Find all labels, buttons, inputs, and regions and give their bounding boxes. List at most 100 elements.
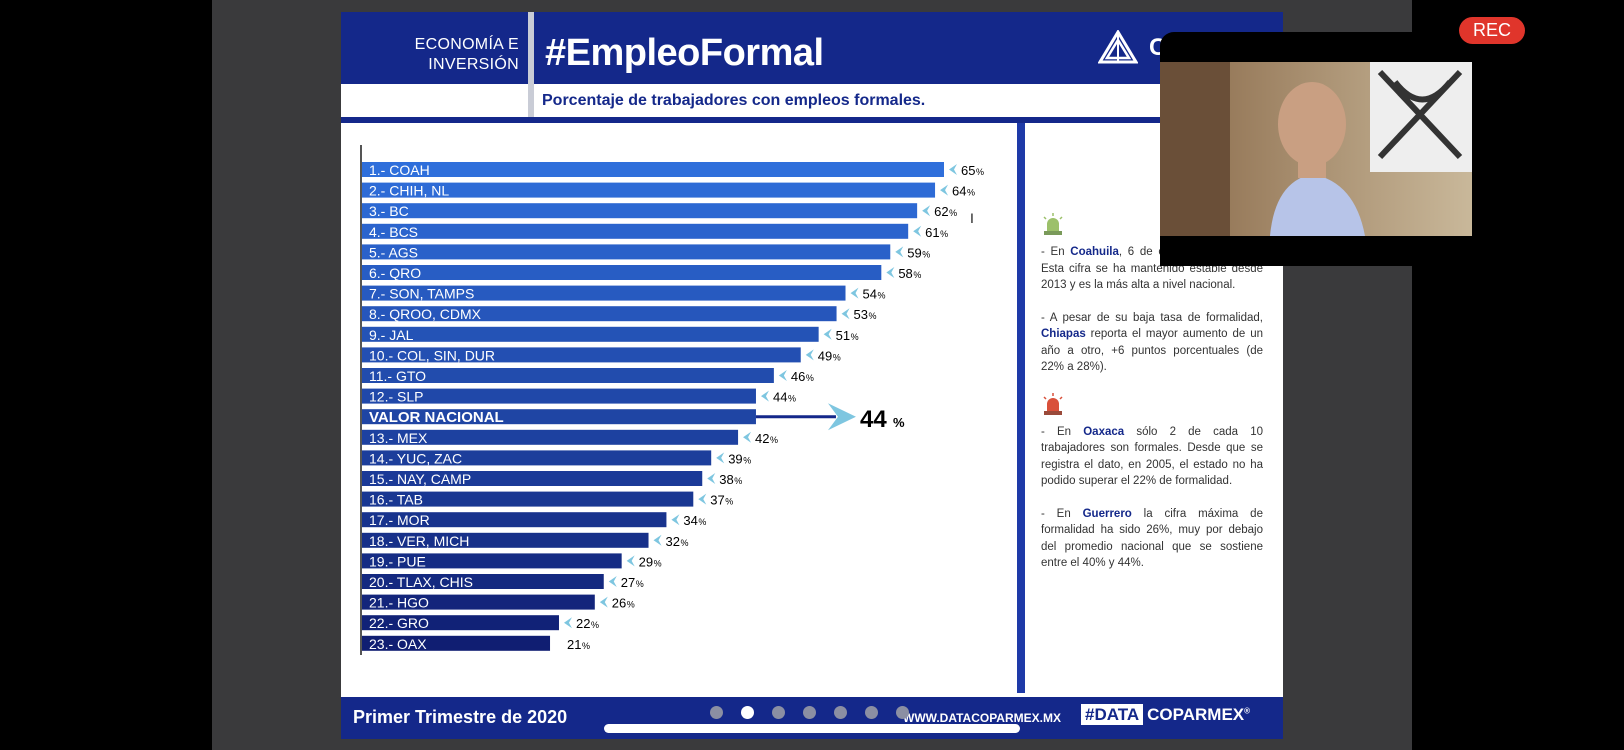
bar-category-label: 20.- TLAX, CHIS [369,574,473,590]
value-marker-icon [707,473,716,484]
footer-brand-hash: #DATA [1081,704,1144,725]
value-marker-icon [760,390,769,402]
bar [362,635,551,651]
bar-value-suffix: % [636,579,644,589]
bar-category-label: VALOR NACIONAL [369,409,504,426]
bar [362,326,819,342]
footer-url: WWW.DATACOPARMEX.MX [903,711,1061,725]
value-marker-icon [743,431,752,443]
pager-dot[interactable] [896,706,909,719]
bar-value-suffix: % [770,435,778,445]
bar-value-label: 61 [925,225,939,240]
bar [362,512,667,528]
recording-badge: REC [1459,17,1525,44]
pager-dot[interactable] [741,706,754,719]
bar [362,388,756,404]
bar [362,429,739,445]
value-marker-icon [563,617,572,629]
section-label: ECONOMÍA E INVERSIÓN [381,35,519,75]
bar-value-suffix: % [654,558,662,568]
bar-value-label: 49 [818,348,832,363]
bar-category-label: 19.- PUE [369,553,426,569]
bar-category-label: 22.- GRO [369,615,429,631]
bar-category-label: 16.- TAB [369,492,423,508]
video-progress-bar[interactable] [604,724,1020,733]
national-value-label: 44 [860,406,887,433]
footer-period: Primer Trimestre de 2020 [353,707,568,727]
bar-valor-nacional [362,409,756,425]
value-marker-icon [823,328,832,340]
bar [362,615,559,631]
bar-value-suffix: % [833,352,841,362]
bar-category-label: 13.- MEX [369,430,428,446]
bar [362,285,846,301]
bar-category-label: 21.- HGO [369,595,429,611]
pager-dot[interactable] [803,706,816,719]
pager-dot[interactable] [710,706,723,719]
bar-value-suffix: % [940,229,948,239]
bar-value-suffix: % [734,476,742,486]
bar-value-label: 27 [621,575,635,590]
value-marker-icon [940,184,949,196]
value-marker-icon [886,267,895,278]
bar [362,244,891,260]
bar-value-suffix: % [851,332,859,342]
bar-category-label: 23.- OAX [369,636,427,652]
footer-brand: #DATA COPARMEX® [1081,704,1250,725]
green-alert-light-icon [1043,213,1063,235]
commentary-guerrero: - En Guerrero la cifra máxima de formali… [1041,507,1263,570]
coparmex-logo-icon [1098,30,1138,64]
bar [362,203,918,219]
pager-dot[interactable] [865,706,878,719]
bar-value-label: 37 [710,493,724,508]
bar-value-label: 54 [863,287,877,302]
bar-category-label: 12.- SLP [369,389,423,405]
bar-value-label: 38 [719,472,733,487]
section-label-line-1: ECONOMÍA E [414,36,519,53]
bar-value-label: 46 [791,369,805,384]
bar-value-suffix: % [949,208,957,218]
slide-subtitle: Porcentaje de trabajadores con empleos f… [542,92,926,109]
bar-category-label: 17.- MOR [369,512,430,528]
bar-category-label: 18.- VER, MICH [369,533,469,549]
value-marker-icon [778,370,787,381]
value-marker-icon [671,514,680,526]
bar [362,553,622,569]
participant-video-feed[interactable] [1160,62,1472,236]
bar [362,450,712,466]
bar-category-label: 2.- CHIH, NL [369,183,449,199]
text-cursor-icon: I [970,210,974,226]
bar-value-suffix: % [922,249,930,259]
bar-chart: 1.- COAH 65 % 2.- CHIH, NL 64 % 3.- BC 62 % 4.- B… [360,145,984,655]
pager-dot[interactable] [772,706,785,719]
bar-category-label: 7.- SON, TAMPS [369,286,474,302]
bar-value-suffix: % [967,188,975,198]
bar [362,182,936,198]
bar-value-label: 53 [854,307,868,322]
commentary-oaxaca: - En Oaxaca sólo 2 de cada 10 trabajador… [1041,425,1263,488]
bar-value-suffix: % [725,497,733,507]
bar-value-label: 39 [728,451,742,466]
slide-pager [710,706,909,720]
pager-dot[interactable] [834,706,847,719]
bar-value-label: 26 [612,596,626,611]
bar-value-label: 34 [683,513,697,528]
value-marker-icon [841,308,850,320]
header-underline [341,117,1283,123]
slide-title: #EmpleoFormal [545,32,824,74]
value-marker-icon [653,534,662,546]
value-marker-icon [913,225,922,237]
bar-value-suffix: % [806,373,814,383]
bar-value-label: 42 [755,431,769,446]
bar-value-label: 22 [576,616,590,631]
value-marker-icon [716,452,725,464]
bar-value-suffix: % [591,620,599,630]
value-marker-icon [608,576,617,587]
chart-panel: 1.- COAH 65% 2.- CHIH, NL 64% 3.- BC 62% 4.- B… [341,123,1017,693]
commentary-panel: - En Coahuila, 6 de c res son formales. … [1041,212,1263,588]
bar-category-label: 15.- NAY, CAMP [369,471,471,487]
footer-brand-name: COPARMEX [1147,705,1245,724]
bar-category-label: 8.- QROO, CDMX [369,306,482,322]
bar-value-label: 21 [567,637,581,652]
bar-value-suffix: % [878,291,886,301]
